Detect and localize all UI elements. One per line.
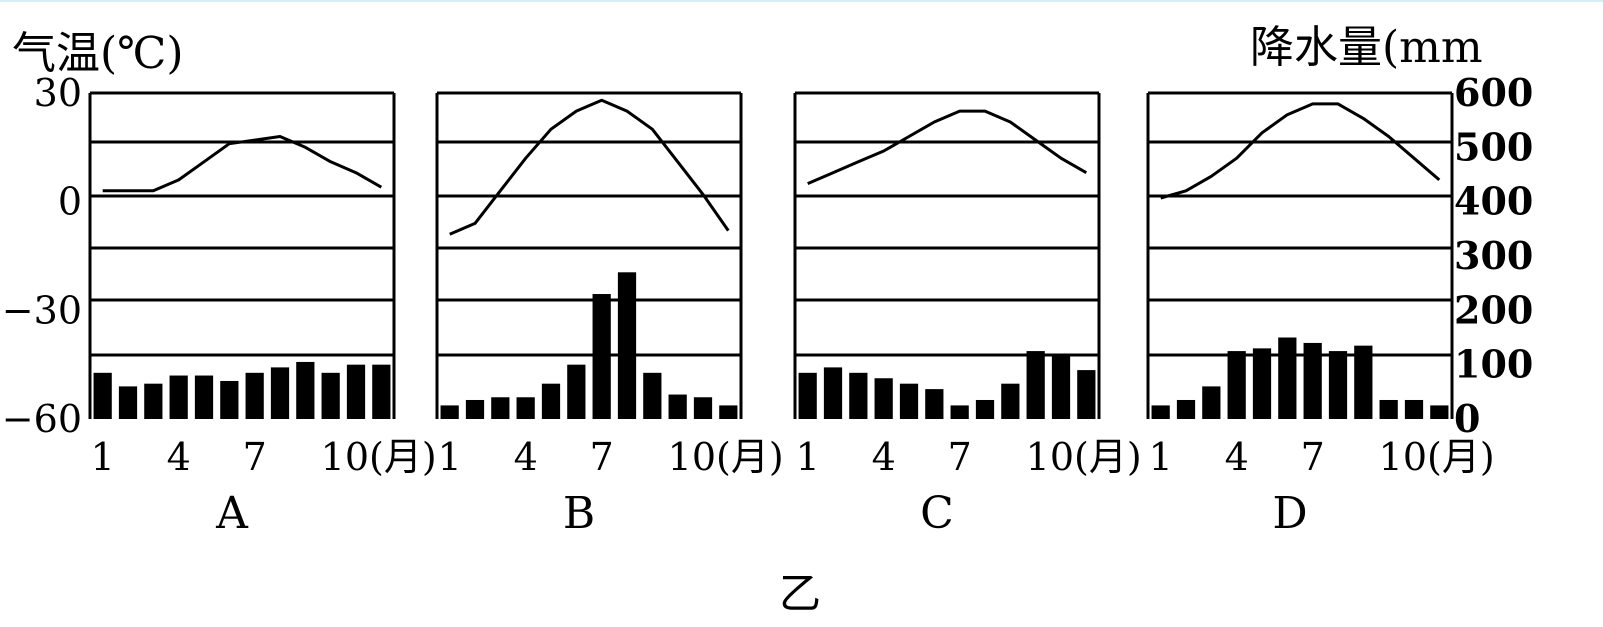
x-tick-label: 7 [948,435,972,479]
right-tick-label: 300 [1454,233,1533,278]
precipitation-bar [1354,345,1373,419]
precipitation-bar [1278,337,1297,419]
precipitation-bar [1252,348,1272,419]
precipitation-bar [118,386,138,419]
precipitation-bar [1404,399,1424,419]
chart-panels: 1 4 7 10(月) A 1 4 7 10(月) B 1 4 7 10(月) C 1 4 7 10(月) D [88,91,1495,539]
precipitation-bar [321,372,340,419]
temperature-line [807,109,1088,185]
precipitation-bar [1379,399,1398,419]
precipitation-bar [144,383,163,419]
precipitation-bar [798,372,817,419]
precipitation-bar [1026,351,1045,419]
x-tick-label: 7 [590,435,614,479]
x-tick-label: 10(月) [1026,435,1142,479]
precipitation-bar [372,364,391,419]
precipitation-bar [346,364,366,419]
precipitation-bar [169,375,188,419]
precipitation-bar [465,399,485,419]
precipitation-bar [220,380,239,419]
x-tick-label: 1 [91,435,115,479]
precipitation-bar [874,378,893,419]
precipitation-bar [296,361,315,419]
x-tick-label: 7 [243,435,267,479]
precipitation-bar [719,405,738,419]
precipitation-bar [617,272,637,419]
precipitation-bar [440,405,459,419]
left-axis-ticks: 30 0 −30 −60 [2,71,82,441]
precipitation-bar [592,294,611,419]
precipitation-bar [270,367,290,419]
left-tick-label: 30 [34,71,82,115]
left-tick-label: 0 [58,180,82,224]
precipitation-bar [975,399,995,419]
precipitation-bar [950,405,969,419]
precipitation-bar [668,394,687,419]
x-tick-label: 10(月) [321,435,437,479]
left-tick-label: −30 [2,288,82,332]
panel-a: 1 4 7 10(月) A [88,91,437,539]
x-tick-label: 4 [167,435,191,479]
precipitation-bar [1051,353,1071,419]
right-tick-label: 500 [1454,124,1533,169]
precipitation-bar [567,364,586,419]
precipitation-bar [93,372,112,419]
precipitation-bar [541,383,561,419]
precipitation-bar [823,367,843,419]
right-tick-label: 0 [1454,396,1480,441]
precipitation-bar [925,389,944,419]
left-tick-label: −60 [2,397,82,441]
right-tick-label: 600 [1454,70,1533,115]
right-tick-label: 200 [1454,287,1533,332]
x-tick-label: 1 [1149,435,1173,479]
precipitation-bar [1227,351,1246,419]
x-tick-label: 4 [872,435,896,479]
panel-d: 1 4 7 10(月) D [1146,91,1495,539]
panel-label: C [920,488,954,539]
x-tick-label: 4 [1225,435,1249,479]
panel-label: A [215,488,249,539]
right-tick-label: 400 [1454,179,1533,224]
precipitation-bar [1001,383,1020,419]
precipitation-bar [1328,351,1348,419]
right-tick-label: 100 [1454,342,1533,387]
precipitation-bar [245,372,264,419]
precipitation-bar [1430,405,1449,419]
x-tick-label: 10(月) [668,435,784,479]
precipitation-bar [693,397,713,419]
precipitation-bar [1176,399,1196,419]
precipitation-bar [516,397,535,419]
left-axis-title: 气温(℃) [12,28,184,79]
temperature-line [102,135,383,193]
panel-label: D [1272,488,1307,539]
precipitation-bar [1077,370,1096,419]
precipitation-bar [899,383,919,419]
right-axis-title: 降水量(mm [1250,22,1483,73]
precipitation-bar [1151,405,1170,419]
top-rule [0,0,1603,2]
x-tick-label: 10(月) [1379,435,1495,479]
precipitation-bar [643,372,662,419]
precipitation-bar [849,372,868,419]
x-tick-label: 1 [438,435,462,479]
panel-b: 1 4 7 10(月) B [435,91,784,539]
panel-c: 1 4 7 10(月) C [793,91,1142,539]
precipitation-bar [491,397,510,419]
x-tick-label: 4 [514,435,538,479]
panel-label: B [563,488,595,539]
right-axis-ticks: 600 500 400 300 200 100 0 [1454,70,1533,441]
precipitation-bar [1202,386,1221,419]
figure-label: 乙 [779,569,821,618]
precipitation-bar [1303,342,1322,419]
temperature-line [449,98,730,236]
precipitation-bar [194,375,214,419]
temperature-line [1160,102,1441,200]
x-tick-label: 7 [1301,435,1325,479]
x-tick-label: 1 [796,435,820,479]
